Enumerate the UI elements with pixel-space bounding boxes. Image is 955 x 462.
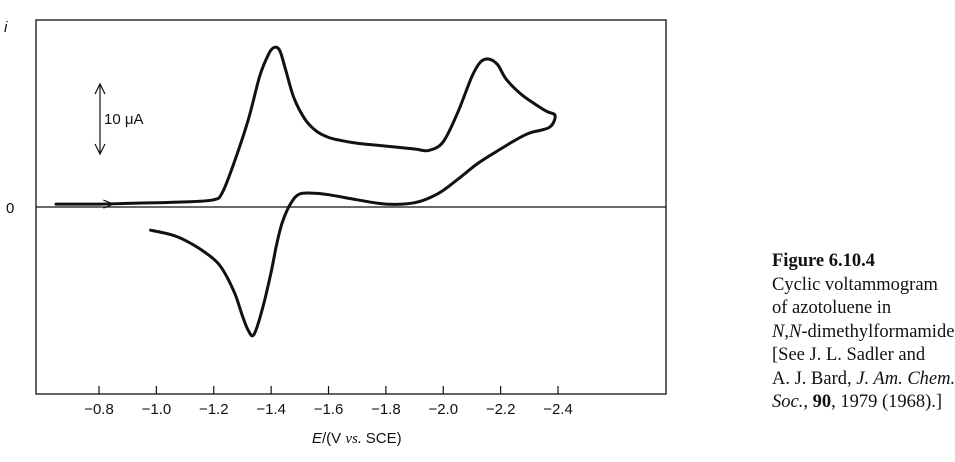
current-scale-bar: 10 μA (94, 82, 144, 156)
x-axis-ticks: −0.8 −1.0 −1.2 −1.4 −1.6 −1.8 −2.0 −2.2 −2.4 (84, 386, 573, 418)
caption-line: [See J. L. Sadler and (772, 345, 926, 365)
scale-bar-label: 10 μA (104, 111, 144, 128)
y-axis-label: i (4, 19, 8, 36)
caption-line: of azotoluene in (772, 298, 892, 318)
caption-line: A. J. Bard, J. Am. Chem. (772, 368, 955, 389)
cv-curve (54, 45, 557, 338)
caption-line: N,N-dimethylformamide. (772, 321, 955, 342)
x-tick-label: −1.2 (199, 401, 229, 418)
figure-caption: Figure 6.10.4 Cyclic voltammogram of azo… (772, 250, 955, 415)
x-tick-label: −2.4 (543, 401, 573, 418)
x-tick-label: −1.4 (256, 401, 286, 418)
x-tick-label: −1.6 (314, 401, 344, 418)
x-tick-label: −2.2 (486, 401, 516, 418)
scan-direction-arrow (103, 199, 115, 209)
zero-label: 0 (6, 200, 14, 217)
caption-line: Soc., 90, 1979 (1968).] (772, 392, 943, 412)
x-axis-title: E/(V vs. SCE) (312, 430, 402, 447)
x-tick-label: −1.0 (142, 401, 172, 418)
x-tick-label: −0.8 (84, 401, 114, 418)
caption-line: Cyclic voltammogram (772, 274, 938, 295)
caption-title: Figure 6.10.4 (772, 251, 875, 271)
x-tick-label: −1.8 (371, 401, 401, 418)
x-tick-label: −2.0 (428, 401, 458, 418)
